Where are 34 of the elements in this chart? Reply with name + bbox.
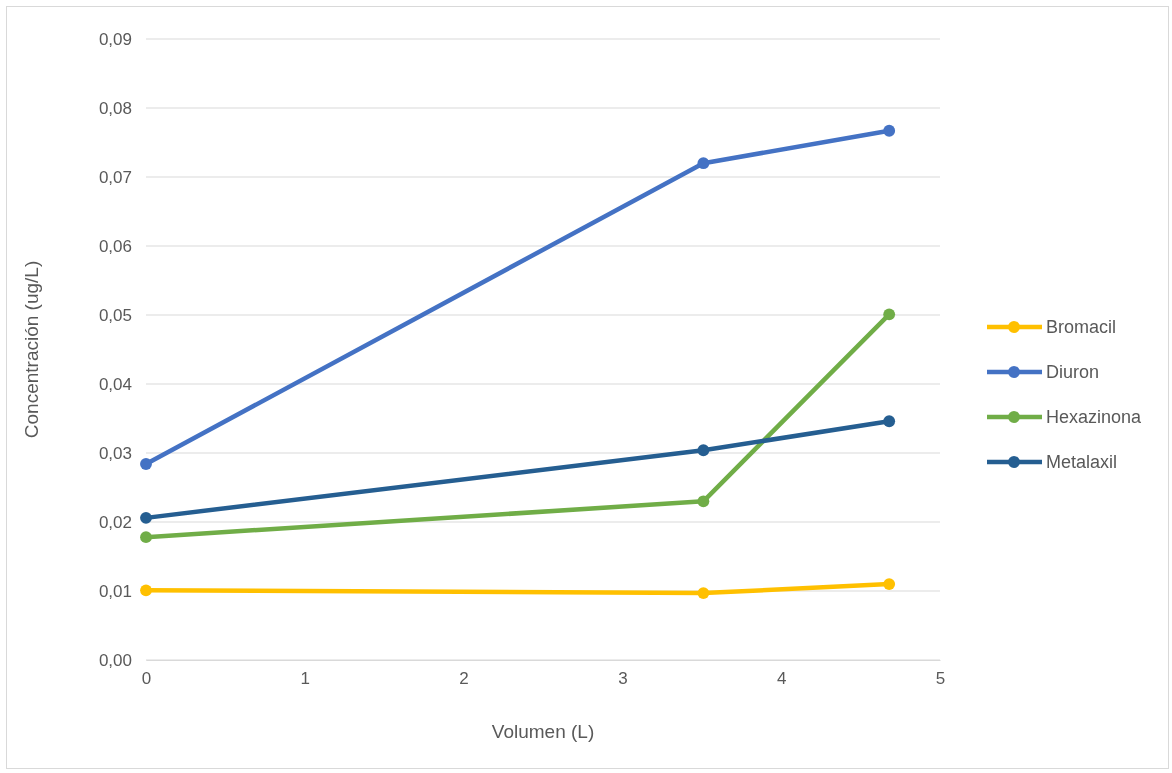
y-tick-label: 0,05 bbox=[98, 305, 132, 325]
point bbox=[140, 511, 152, 524]
y-tick-label: 0,04 bbox=[98, 374, 132, 394]
y-axis-title: Concentración (ug/L) bbox=[21, 260, 42, 439]
x-tick-label: 4 bbox=[776, 669, 787, 689]
x-axis-title: Volumen (L) bbox=[491, 721, 595, 742]
x-tick-label: 0 bbox=[141, 669, 152, 689]
point bbox=[697, 157, 710, 170]
y-tick-label: 0,00 bbox=[98, 650, 132, 670]
point bbox=[883, 124, 896, 137]
x-tick-label: 5 bbox=[935, 669, 946, 689]
y-tick-label: 0,06 bbox=[98, 236, 132, 256]
legend-label: Bromacil bbox=[1046, 317, 1117, 337]
point bbox=[140, 584, 152, 597]
legend-label: Diuron bbox=[1046, 362, 1100, 382]
point bbox=[883, 578, 896, 591]
y-tick-label: 0,08 bbox=[98, 98, 132, 118]
y-tick-label: 0,09 bbox=[98, 29, 132, 49]
y-tick-label: 0,07 bbox=[98, 167, 132, 187]
y-tick-label: 0,02 bbox=[98, 512, 132, 532]
x-tick-label: 2 bbox=[459, 669, 469, 689]
point bbox=[697, 587, 710, 599]
point bbox=[697, 495, 710, 508]
point bbox=[697, 444, 710, 457]
legend-label: Metalaxil bbox=[1046, 452, 1118, 472]
point bbox=[883, 415, 896, 428]
y-tick-label: 0,03 bbox=[98, 443, 132, 463]
legend-label: Hexazinona bbox=[1046, 407, 1143, 427]
point bbox=[140, 531, 152, 544]
x-tick-label: 3 bbox=[618, 669, 628, 689]
point bbox=[883, 308, 896, 321]
y-tick-label: 0,01 bbox=[98, 581, 132, 601]
x-tick-label: 1 bbox=[300, 669, 311, 689]
point bbox=[140, 458, 152, 470]
